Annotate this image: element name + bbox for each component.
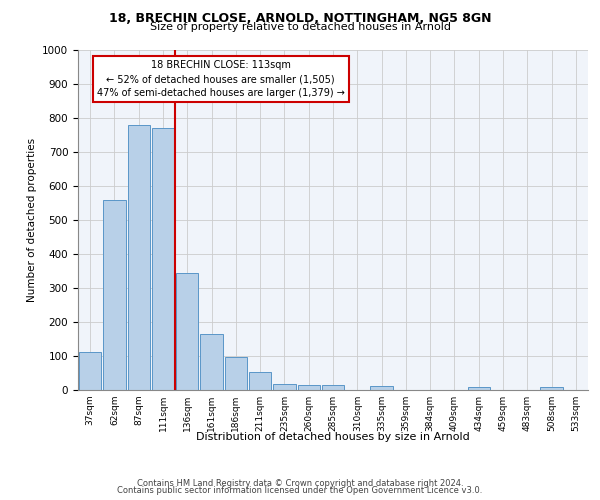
Bar (176, 272, 199, 390)
Bar (103, 200, 125, 390)
Bar (200, 334, 223, 390)
Text: Size of property relative to detached houses in Arnold: Size of property relative to detached ho… (149, 22, 451, 32)
Bar (541, 388, 563, 390)
Text: 18, BRECHIN CLOSE, ARNOLD, NOTTINGHAM, NG5 8GN: 18, BRECHIN CLOSE, ARNOLD, NOTTINGHAM, N… (109, 12, 491, 26)
Bar (79, 352, 101, 390)
Bar (370, 386, 393, 390)
Text: Contains public sector information licensed under the Open Government Licence v3: Contains public sector information licen… (118, 486, 482, 495)
Bar (273, 384, 296, 390)
Bar (249, 372, 271, 390)
Bar (224, 357, 247, 390)
Bar (322, 385, 344, 390)
Y-axis label: Number of detached properties: Number of detached properties (26, 138, 37, 302)
Bar (467, 388, 490, 390)
Bar (298, 385, 320, 390)
Bar (152, 128, 174, 390)
Text: Contains HM Land Registry data © Crown copyright and database right 2024.: Contains HM Land Registry data © Crown c… (137, 478, 463, 488)
Bar (128, 126, 150, 390)
Text: Distribution of detached houses by size in Arnold: Distribution of detached houses by size … (196, 432, 470, 442)
Text: 18 BRECHIN CLOSE: 113sqm
← 52% of detached houses are smaller (1,505)
47% of sem: 18 BRECHIN CLOSE: 113sqm ← 52% of detach… (97, 60, 345, 98)
